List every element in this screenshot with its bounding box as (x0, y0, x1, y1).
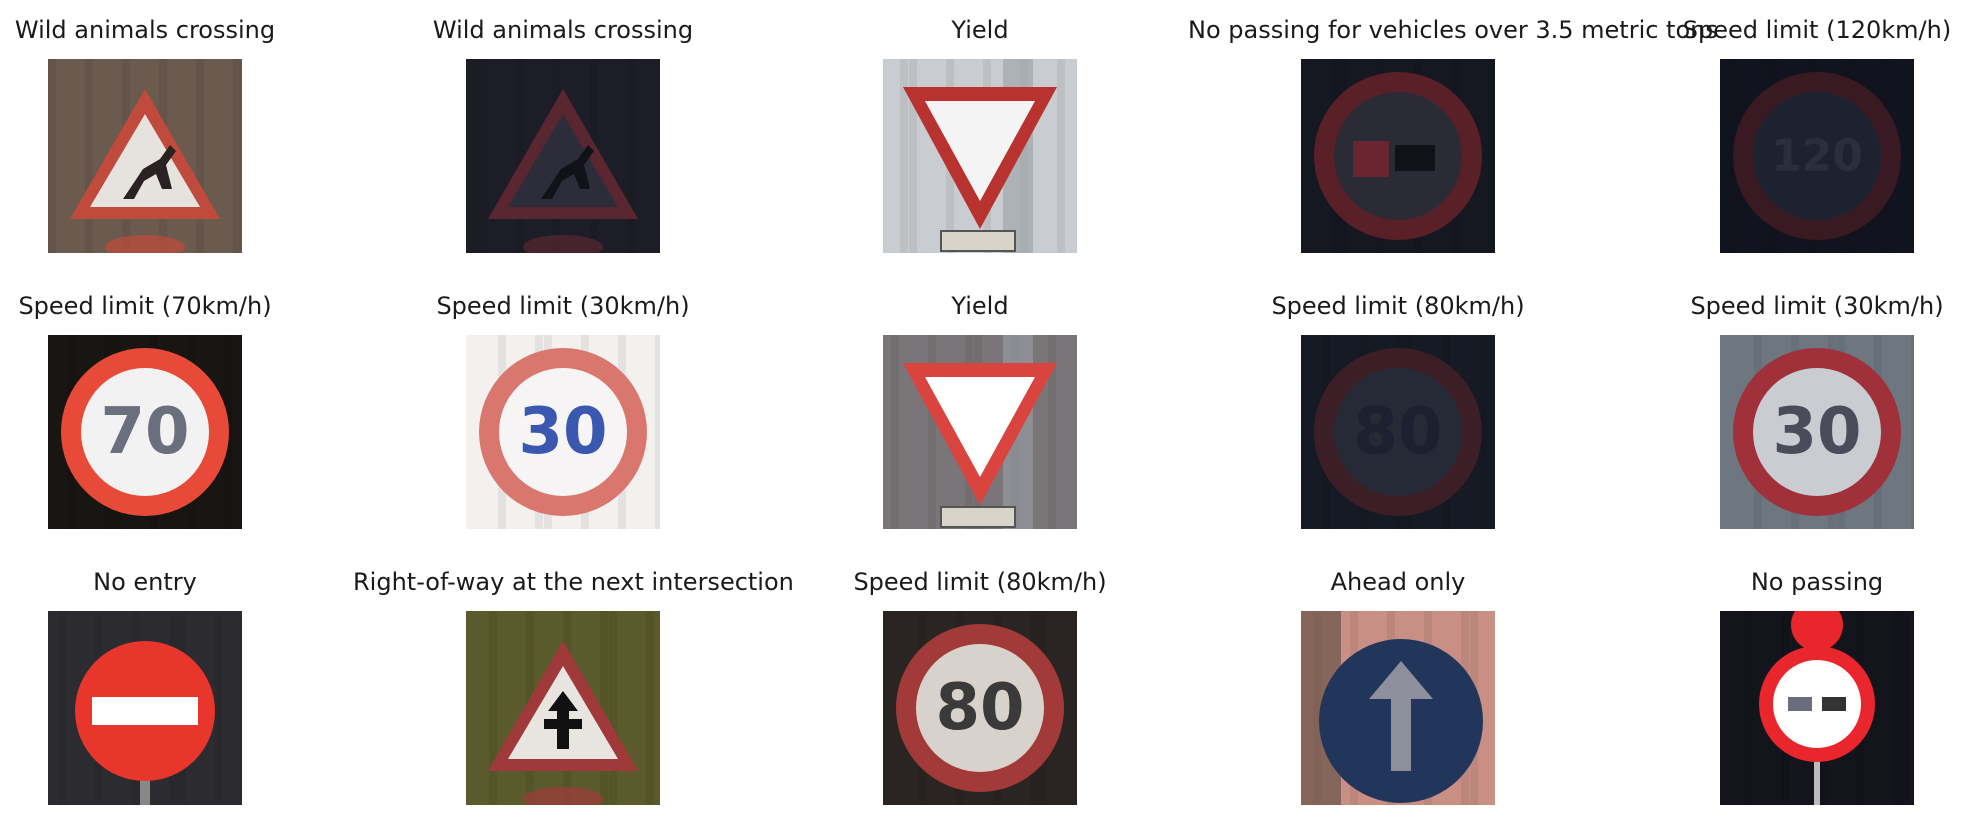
sign-image (883, 59, 1077, 253)
sign-image: 30 (466, 335, 660, 529)
sign-shape: 30 (479, 348, 647, 516)
sign-title: Speed limit (30km/h) (436, 292, 690, 320)
sign-shape: 80 (1314, 348, 1482, 516)
sign-number: 30 (1772, 395, 1861, 469)
sign-shape: 70 (61, 348, 229, 516)
sign-cell: Yield (770, 15, 1190, 265)
sign-cell: Right-of-way at the next intersection (353, 567, 794, 817)
sign-image: 80 (1301, 335, 1495, 529)
sign-cell: Speed limit (80km/h) 80 (1188, 291, 1608, 541)
sign-title: Speed limit (120km/h) (1682, 16, 1952, 44)
sign-title: Yield (951, 16, 1009, 44)
sign-title: Wild animals crossing (14, 16, 276, 44)
sign-title: Wild animals crossing (432, 16, 694, 44)
sign-image (48, 59, 242, 253)
sign-shape: 120 (1733, 72, 1901, 240)
sign-title: Right-of-way at the next intersection (353, 568, 794, 596)
sign-image (466, 611, 660, 805)
sign-cell: Speed limit (30km/h) 30 (353, 291, 773, 541)
sign-title: No entry (93, 568, 197, 596)
sign-number: 120 (1771, 131, 1863, 182)
sign-title: Yield (951, 292, 1009, 320)
sign-shape (488, 89, 638, 253)
sign-shape: 80 (896, 624, 1064, 792)
sign-cell: Speed limit (80km/h) 80 (770, 567, 1190, 817)
sign-image (1301, 611, 1495, 805)
sign-image (883, 335, 1077, 529)
sign-cell: Ahead only (1188, 567, 1608, 817)
sign-cell: Speed limit (120km/h) 120 (1607, 15, 1986, 265)
sign-image: 30 (1720, 335, 1914, 529)
sign-number: 80 (1353, 395, 1442, 469)
sign-shape (903, 335, 1057, 529)
sign-image (1720, 611, 1914, 805)
sign-image (466, 59, 660, 253)
sign-shape: 30 (1733, 348, 1901, 516)
sign-cell: No entry (0, 567, 355, 817)
sign-title: No passing (1750, 568, 1884, 596)
sign-title: Speed limit (70km/h) (18, 292, 272, 320)
sign-cell: Speed limit (30km/h) 30 (1607, 291, 1986, 541)
sign-cell: No passing (1607, 567, 1986, 817)
sign-shape (75, 641, 215, 805)
sign-image: 80 (883, 611, 1077, 805)
sign-number: 70 (100, 395, 189, 469)
sign-title: Speed limit (30km/h) (1690, 292, 1944, 320)
sign-title: Ahead only (1330, 568, 1466, 596)
sign-cell: No passing for vehicles over 3.5 metric … (1188, 15, 1718, 265)
sign-shape (903, 59, 1057, 253)
sign-cell: Wild animals crossing (353, 15, 773, 265)
sign-image: 70 (48, 335, 242, 529)
sign-shape (1301, 611, 1483, 805)
sign-title: Speed limit (80km/h) (1271, 292, 1525, 320)
sign-image (48, 611, 242, 805)
sign-image (1301, 59, 1495, 253)
sign-number: 30 (518, 395, 607, 469)
sign-shape (1759, 611, 1875, 805)
sign-cell: Yield (770, 291, 1190, 541)
sign-shape (488, 641, 638, 805)
sign-number: 80 (935, 671, 1024, 745)
sign-title: Speed limit (80km/h) (853, 568, 1107, 596)
sign-cell: Speed limit (70km/h) 70 (0, 291, 355, 541)
sign-title: No passing for vehicles over 3.5 metric … (1188, 16, 1718, 44)
sign-cell: Wild animals crossing (0, 15, 355, 265)
sign-shape (70, 89, 220, 253)
sign-image: 120 (1720, 59, 1914, 253)
sign-shape (1314, 72, 1482, 240)
